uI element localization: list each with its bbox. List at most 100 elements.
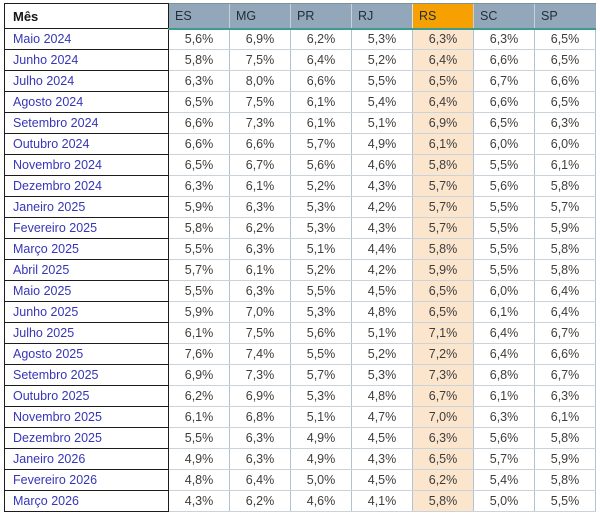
value-cell-rs[interactable]: 5,7% [412,196,474,218]
value-cell-sp[interactable]: 5,8% [534,427,596,449]
value-cell-pr[interactable]: 6,4% [290,49,352,71]
value-cell-rj[interactable]: 4,2% [351,259,413,281]
value-cell-mg[interactable]: 7,3% [229,112,291,134]
value-cell-sc[interactable]: 6,4% [473,322,535,344]
column-header-rj[interactable]: RJ [351,3,413,30]
value-cell-rs[interactable]: 5,8% [412,154,474,176]
value-cell-es[interactable]: 6,2% [168,385,230,407]
value-cell-rs[interactable]: 6,4% [412,91,474,113]
value-cell-rs[interactable]: 6,5% [412,301,474,323]
value-cell-pr[interactable]: 5,1% [290,238,352,260]
value-cell-pr[interactable]: 5,2% [290,259,352,281]
value-cell-es[interactable]: 5,8% [168,49,230,71]
value-cell-sp[interactable]: 5,8% [534,259,596,281]
value-cell-es[interactable]: 6,1% [168,322,230,344]
value-cell-rs[interactable]: 6,2% [412,469,474,491]
value-cell-mg[interactable]: 7,3% [229,364,291,386]
value-cell-pr[interactable]: 5,3% [290,385,352,407]
value-cell-pr[interactable]: 5,3% [290,217,352,239]
value-cell-sc[interactable]: 6,5% [473,112,535,134]
value-cell-pr[interactable]: 6,1% [290,91,352,113]
value-cell-sc[interactable]: 6,1% [473,301,535,323]
value-cell-rs[interactable]: 6,1% [412,133,474,155]
value-cell-rs[interactable]: 5,7% [412,175,474,197]
value-cell-sp[interactable]: 6,5% [534,28,596,50]
value-cell-sp[interactable]: 6,3% [534,385,596,407]
value-cell-sp[interactable]: 5,8% [534,469,596,491]
value-cell-es[interactable]: 5,5% [168,238,230,260]
value-cell-rs[interactable]: 7,1% [412,322,474,344]
value-cell-sp[interactable]: 6,6% [534,343,596,365]
month-cell[interactable]: Fevereiro 2025 [4,217,169,239]
value-cell-sc[interactable]: 5,5% [473,196,535,218]
value-cell-mg[interactable]: 6,1% [229,259,291,281]
value-cell-rj[interactable]: 4,9% [351,133,413,155]
value-cell-sc[interactable]: 5,4% [473,469,535,491]
month-cell[interactable]: Outubro 2025 [4,385,169,407]
month-cell[interactable]: Setembro 2025 [4,364,169,386]
value-cell-es[interactable]: 4,8% [168,469,230,491]
value-cell-rj[interactable]: 4,5% [351,280,413,302]
month-cell[interactable]: Agosto 2025 [4,343,169,365]
value-cell-rj[interactable]: 4,7% [351,406,413,428]
value-cell-mg[interactable]: 6,8% [229,406,291,428]
value-cell-sp[interactable]: 5,9% [534,217,596,239]
value-cell-mg[interactable]: 6,1% [229,175,291,197]
value-cell-sc[interactable]: 6,8% [473,364,535,386]
value-cell-rj[interactable]: 4,1% [351,490,413,512]
value-cell-es[interactable]: 5,9% [168,196,230,218]
value-cell-pr[interactable]: 5,0% [290,469,352,491]
value-cell-mg[interactable]: 6,2% [229,490,291,512]
value-cell-pr[interactable]: 5,7% [290,364,352,386]
value-cell-sc[interactable]: 6,7% [473,70,535,92]
value-cell-pr[interactable]: 5,5% [290,343,352,365]
value-cell-mg[interactable]: 7,5% [229,91,291,113]
value-cell-rj[interactable]: 4,3% [351,448,413,470]
column-header-sp[interactable]: SP [534,3,596,30]
value-cell-pr[interactable]: 4,6% [290,490,352,512]
value-cell-mg[interactable]: 6,3% [229,238,291,260]
value-cell-mg[interactable]: 6,3% [229,448,291,470]
value-cell-sc[interactable]: 6,4% [473,343,535,365]
value-cell-pr[interactable]: 6,1% [290,112,352,134]
value-cell-pr[interactable]: 5,6% [290,322,352,344]
value-cell-sc[interactable]: 6,3% [473,406,535,428]
value-cell-rj[interactable]: 5,2% [351,343,413,365]
month-cell[interactable]: Julho 2025 [4,322,169,344]
value-cell-pr[interactable]: 5,5% [290,280,352,302]
value-cell-pr[interactable]: 5,2% [290,175,352,197]
value-cell-es[interactable]: 6,6% [168,133,230,155]
month-cell[interactable]: Outubro 2024 [4,133,169,155]
value-cell-sc[interactable]: 5,5% [473,238,535,260]
value-cell-sc[interactable]: 6,6% [473,49,535,71]
value-cell-sp[interactable]: 5,8% [534,238,596,260]
value-cell-mg[interactable]: 6,3% [229,427,291,449]
value-cell-sc[interactable]: 5,7% [473,448,535,470]
month-cell[interactable]: Março 2026 [4,490,169,512]
value-cell-sc[interactable]: 5,5% [473,259,535,281]
value-cell-sp[interactable]: 5,8% [534,175,596,197]
value-cell-pr[interactable]: 5,6% [290,154,352,176]
value-cell-sp[interactable]: 6,5% [534,91,596,113]
month-cell[interactable]: Maio 2024 [4,28,169,50]
value-cell-sc[interactable]: 5,6% [473,427,535,449]
value-cell-es[interactable]: 6,3% [168,70,230,92]
month-cell[interactable]: Junho 2024 [4,49,169,71]
month-cell[interactable]: Maio 2025 [4,280,169,302]
value-cell-sp[interactable]: 6,4% [534,301,596,323]
value-cell-es[interactable]: 5,9% [168,301,230,323]
value-cell-sp[interactable]: 6,0% [534,133,596,155]
value-cell-rs[interactable]: 6,3% [412,427,474,449]
value-cell-rs[interactable]: 6,4% [412,49,474,71]
column-header-m-s[interactable]: Mês [4,3,169,29]
month-cell[interactable]: Janeiro 2025 [4,196,169,218]
value-cell-pr[interactable]: 5,3% [290,301,352,323]
month-cell[interactable]: Novembro 2025 [4,406,169,428]
value-cell-es[interactable]: 6,5% [168,91,230,113]
value-cell-mg[interactable]: 6,3% [229,280,291,302]
value-cell-mg[interactable]: 6,4% [229,469,291,491]
value-cell-sp[interactable]: 5,9% [534,448,596,470]
value-cell-sp[interactable]: 6,4% [534,280,596,302]
value-cell-rj[interactable]: 4,8% [351,385,413,407]
value-cell-sp[interactable]: 6,6% [534,70,596,92]
